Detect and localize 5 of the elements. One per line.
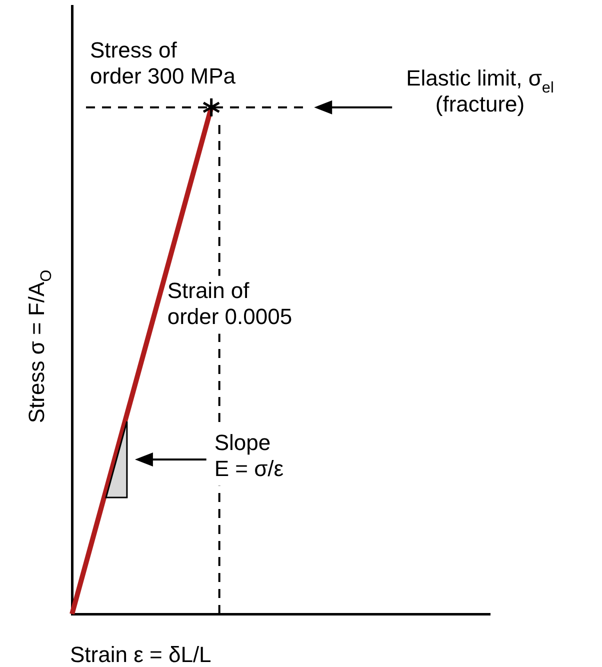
annotation: Slope E = σ/ε: [214, 430, 284, 481]
text: Stress of order 300 MPa: [90, 37, 236, 88]
y-axis-title: Stress σ = F/AO: [24, 270, 55, 424]
annotation: Strain of order 0.0005: [167, 278, 292, 329]
x-axis-title: Strain ε = δL/L: [70, 642, 212, 667]
